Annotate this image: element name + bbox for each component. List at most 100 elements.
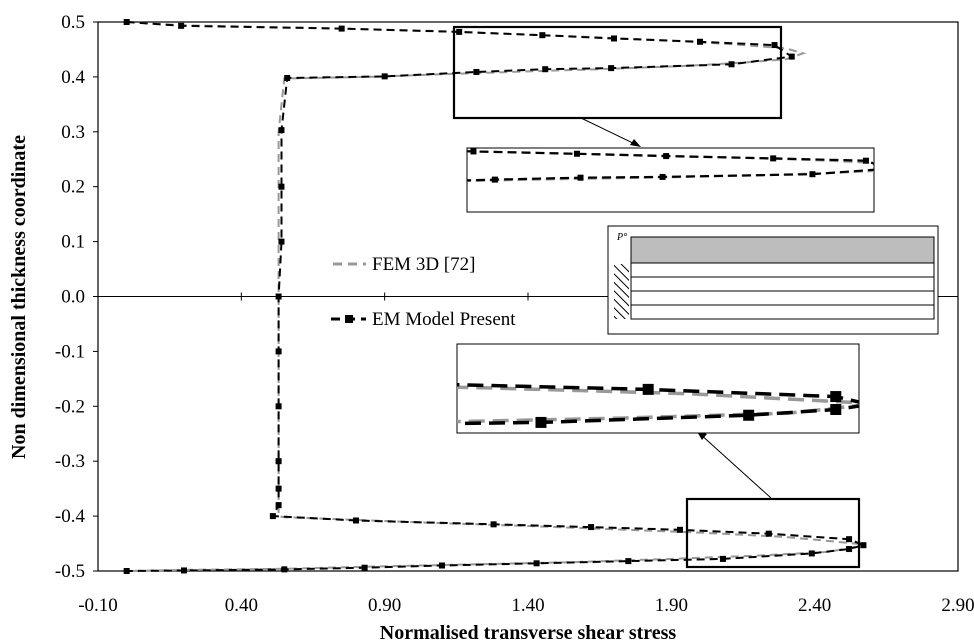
data-point xyxy=(659,173,666,180)
data-point xyxy=(588,524,595,531)
y-tick-label: -0.3 xyxy=(55,451,85,472)
y-tick-label: 0.3 xyxy=(61,122,85,143)
data-point xyxy=(439,562,445,569)
data-point xyxy=(281,566,288,573)
data-point xyxy=(808,550,815,557)
data-point xyxy=(284,74,291,81)
data-point xyxy=(635,497,641,503)
data-point xyxy=(123,568,130,574)
y-tick-label: 0.2 xyxy=(61,177,85,198)
data-point xyxy=(956,505,962,511)
data-point xyxy=(864,399,875,410)
data-point xyxy=(830,403,842,415)
data-point xyxy=(246,335,252,341)
zoom-inset-top xyxy=(466,147,875,213)
series-line-em-model-present xyxy=(467,150,874,182)
data-point xyxy=(269,513,276,520)
data-point xyxy=(765,530,772,537)
y-tick-label: 0.1 xyxy=(61,232,85,253)
data-point xyxy=(278,238,285,245)
load-label: P° xyxy=(616,232,627,243)
data-point xyxy=(862,157,869,164)
data-point xyxy=(535,416,547,428)
data-point xyxy=(830,391,842,403)
x-tick-label: 1.90 xyxy=(655,595,688,616)
y-tick-label: -0.2 xyxy=(55,396,85,417)
data-point xyxy=(470,148,477,155)
data-point xyxy=(860,542,867,549)
data-point xyxy=(227,375,238,386)
data-point xyxy=(573,150,580,157)
zoom-arrow-top xyxy=(580,117,638,146)
data-point xyxy=(435,379,446,390)
data-point xyxy=(799,519,805,525)
data-point xyxy=(611,35,617,42)
legend-label-fem: FEM 3D [72] xyxy=(372,254,475,275)
data-point xyxy=(181,567,187,574)
data-point xyxy=(324,146,330,152)
y-tick-label: 0.0 xyxy=(61,287,85,308)
data-point xyxy=(361,564,368,571)
data-point xyxy=(353,525,359,531)
data-point xyxy=(697,38,703,45)
legend-label-em: EM Model Present xyxy=(372,309,516,330)
data-point xyxy=(884,166,890,172)
data-point xyxy=(249,218,255,224)
data-point xyxy=(278,183,285,190)
data-point xyxy=(513,495,519,501)
data-point xyxy=(275,293,282,300)
data-point xyxy=(663,153,670,160)
data-point xyxy=(539,32,546,39)
data-point xyxy=(728,61,735,68)
data-point xyxy=(246,470,252,476)
x-tick-label: 2.90 xyxy=(941,595,974,616)
data-point xyxy=(608,65,615,72)
data-point xyxy=(353,517,359,524)
data-point xyxy=(473,68,480,75)
data-point xyxy=(846,546,853,553)
data-point xyxy=(771,42,778,49)
data-point xyxy=(246,450,252,456)
x-tick-label: 1.40 xyxy=(511,595,544,616)
zoom-box-bottom xyxy=(685,497,861,569)
data-point xyxy=(246,412,252,418)
data-point xyxy=(381,73,388,80)
data-point xyxy=(642,383,654,395)
data-point xyxy=(249,257,255,263)
y-tick-label: 0.5 xyxy=(61,12,85,33)
x-tick-label: 0.90 xyxy=(368,595,401,616)
data-point xyxy=(342,492,348,498)
y-tick-label: 0.4 xyxy=(61,67,85,88)
data-point xyxy=(577,174,584,181)
y-axis-title: Non dimensional thickness coordinate xyxy=(8,135,30,459)
data-point xyxy=(246,481,252,487)
data-point xyxy=(278,127,285,134)
clamped-support xyxy=(614,264,629,319)
x-tick-label: 0.40 xyxy=(225,595,258,616)
zoom-inset-top-series xyxy=(128,146,962,533)
x-tick-label: 2.40 xyxy=(798,595,831,616)
data-point xyxy=(253,526,259,532)
data-point xyxy=(246,373,252,379)
data-point xyxy=(378,180,384,186)
data-point xyxy=(491,176,498,183)
data-point xyxy=(542,66,549,73)
series-main xyxy=(123,19,867,574)
data-point xyxy=(788,53,795,60)
data-point xyxy=(909,515,915,521)
data-point xyxy=(338,25,345,32)
x-tick-label: -0.10 xyxy=(78,595,118,616)
data-point xyxy=(275,502,282,509)
data-point xyxy=(625,558,632,565)
data-point xyxy=(533,560,540,567)
data-point xyxy=(100,423,111,434)
data-point xyxy=(956,512,962,518)
data-point xyxy=(128,527,134,533)
x-axis-title: Normalised transverse shear stress xyxy=(380,622,677,643)
zoom-arrow-bottom xyxy=(698,432,772,499)
y-tick-label: -0.1 xyxy=(55,341,85,362)
laminate-diagram: P° xyxy=(607,225,939,335)
data-point xyxy=(275,403,282,410)
data-point xyxy=(256,181,262,187)
data-point xyxy=(456,28,463,35)
